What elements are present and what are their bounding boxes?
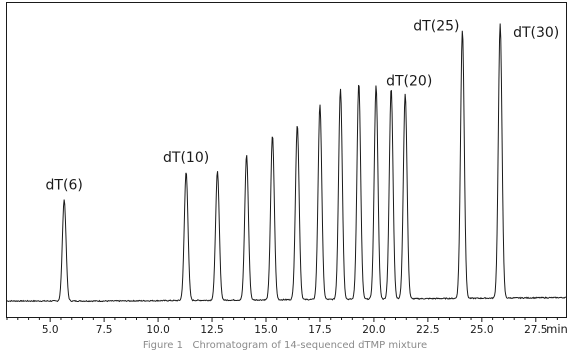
- plot-frame: [6, 2, 567, 318]
- peak-annotations: dT(6) dT(10) dT(20) dT(25) dT(30): [46, 18, 560, 193]
- peak-label: dT(6): [46, 178, 83, 194]
- x-axis-unit-label: min: [546, 322, 568, 336]
- x-tick-label: 15.0: [254, 324, 277, 336]
- x-tick-label: 7.5: [96, 324, 113, 336]
- x-tick-label: 10.0: [146, 324, 169, 336]
- x-axis-tick-labels: 5.0 7.5 10.0 12.5 15.0 17.5 20.0 22.5 25.0 27.5: [42, 324, 548, 336]
- x-tick-label: 17.5: [308, 324, 331, 336]
- x-tick-label: 5.0: [42, 324, 59, 336]
- x-axis-ticks: [6, 317, 558, 322]
- peak-label: dT(20): [386, 74, 432, 90]
- peak-label: dT(10): [163, 150, 209, 166]
- x-tick-label: 27.5: [524, 324, 547, 336]
- figure-caption: Figure 1 Chromatogram of 14-sequenced dT…: [142, 340, 428, 351]
- peak-label: dT(25): [413, 18, 459, 34]
- peak-label: dT(30): [513, 25, 559, 41]
- x-tick-label: 12.5: [200, 324, 223, 336]
- chromatogram-chart: 5.0 7.5 10.0 12.5 15.0 17.5 20.0 22.5 25.0 27.5 d…: [6, 2, 568, 336]
- chromatogram-trace: [6, 23, 567, 303]
- x-tick-label: 25.0: [470, 324, 493, 336]
- x-tick-label: 20.0: [362, 324, 385, 336]
- x-tick-label: 22.5: [416, 324, 439, 336]
